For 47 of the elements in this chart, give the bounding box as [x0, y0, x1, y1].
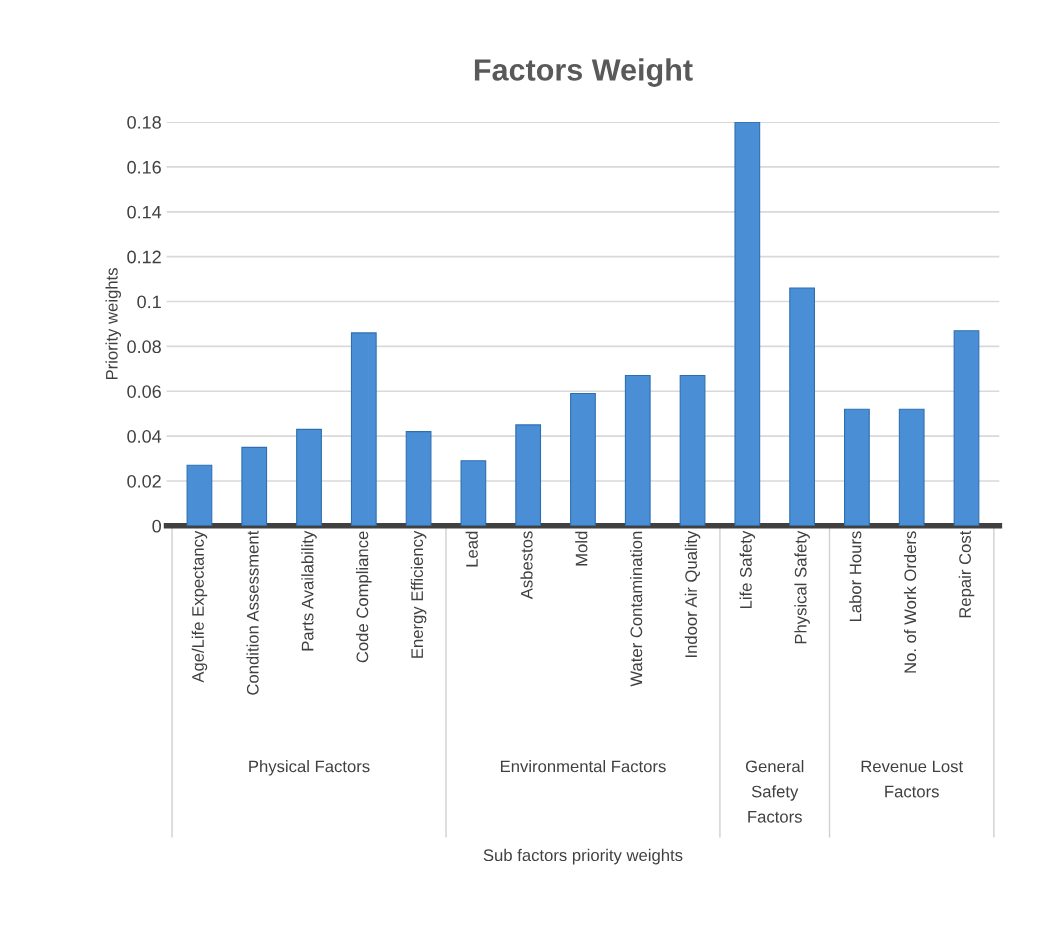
x-tick-label: Labor Hours: [849, 531, 862, 622]
bar: [624, 374, 651, 526]
bar: [515, 424, 542, 526]
y-tick-label: 0.04: [127, 430, 162, 443]
x-tick-label: Life Safety: [739, 530, 756, 609]
x-tick-label: Energy Efficiency: [410, 530, 427, 658]
x-tick-label: Mold: [575, 531, 588, 566]
y-tick-label: 0.06: [127, 385, 161, 398]
bar: [789, 287, 816, 526]
y-tick-label: 0.12: [127, 250, 161, 264]
y-tick-label: 0.02: [127, 474, 161, 488]
text: Environmental Factors: [500, 760, 666, 773]
bar: [844, 408, 870, 526]
text: Sub factors priority weights: [483, 848, 683, 865]
chart-title: Factors Weight: [474, 58, 693, 87]
y-tick-label: 0.14: [127, 205, 162, 219]
y-tick-label: 0.08: [127, 340, 161, 354]
y-tick-label: 0: [152, 519, 161, 533]
bar: [350, 332, 377, 526]
y-tick-label: 0.18: [127, 116, 161, 129]
x-tick-label: Indoor Air Quality: [684, 530, 701, 657]
y-tick-label: 0.1: [137, 295, 161, 309]
x-tick-label: Code Compliance: [356, 531, 372, 663]
x-tick-label: Asbestos: [520, 531, 533, 600]
y-axis-title: Priority weights: [105, 268, 122, 380]
bar: [296, 428, 322, 526]
x-tick-label: Age/Life Expectancy: [191, 530, 208, 683]
text: Revenue Lost Factors: [861, 760, 963, 798]
bar: [186, 464, 213, 526]
text: Physical Factors: [249, 760, 370, 776]
x-tick-label: Parts Availability: [301, 530, 317, 651]
x-tick-label: Lead: [465, 531, 478, 567]
x-tick-label: Physical Safety: [794, 530, 810, 644]
x-tick-label: Water Contamination: [629, 531, 643, 687]
bar: [734, 122, 761, 526]
x-tick-label: Condition Assessment: [246, 530, 259, 695]
bar: [570, 392, 596, 526]
x-tick-label: No. of Work Orders: [903, 531, 917, 673]
bar: [241, 446, 268, 526]
bar: [953, 330, 980, 526]
bar: [405, 431, 432, 526]
x-tick-label: Repair Cost: [958, 530, 975, 618]
text: General Safety Factors: [745, 760, 804, 823]
bar: [460, 460, 487, 526]
y-tick-label: 0.16: [127, 160, 161, 174]
bar: [898, 408, 925, 526]
bar: [679, 374, 706, 526]
